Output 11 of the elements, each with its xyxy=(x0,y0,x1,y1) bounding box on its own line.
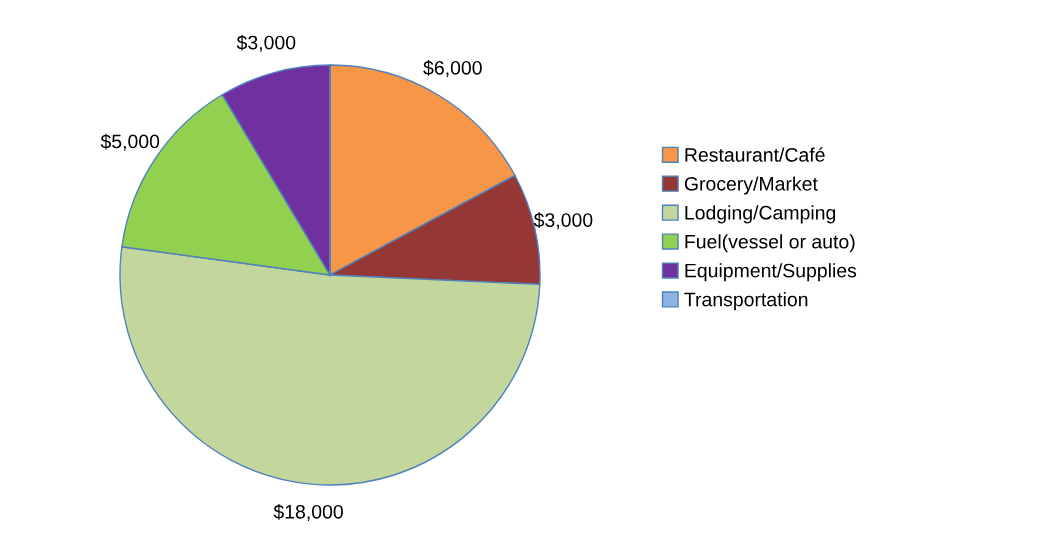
legend-label: Lodging/Camping xyxy=(685,205,836,224)
data-label: $6,000 xyxy=(423,60,482,77)
data-label: $5,000 xyxy=(100,133,160,151)
legend-label: Grocery/Market xyxy=(684,176,818,195)
data-label: $18,000 xyxy=(273,504,343,521)
legend-label: Fuel(vessel or auto) xyxy=(685,234,855,253)
legend-label: Equipment/Supplies xyxy=(685,263,857,282)
data-label: $3,000 xyxy=(533,212,593,230)
data-label: $3,000 xyxy=(236,34,296,52)
legend-label: Transportation xyxy=(684,292,808,311)
legend-label: Restaurant/Café xyxy=(685,147,825,162)
